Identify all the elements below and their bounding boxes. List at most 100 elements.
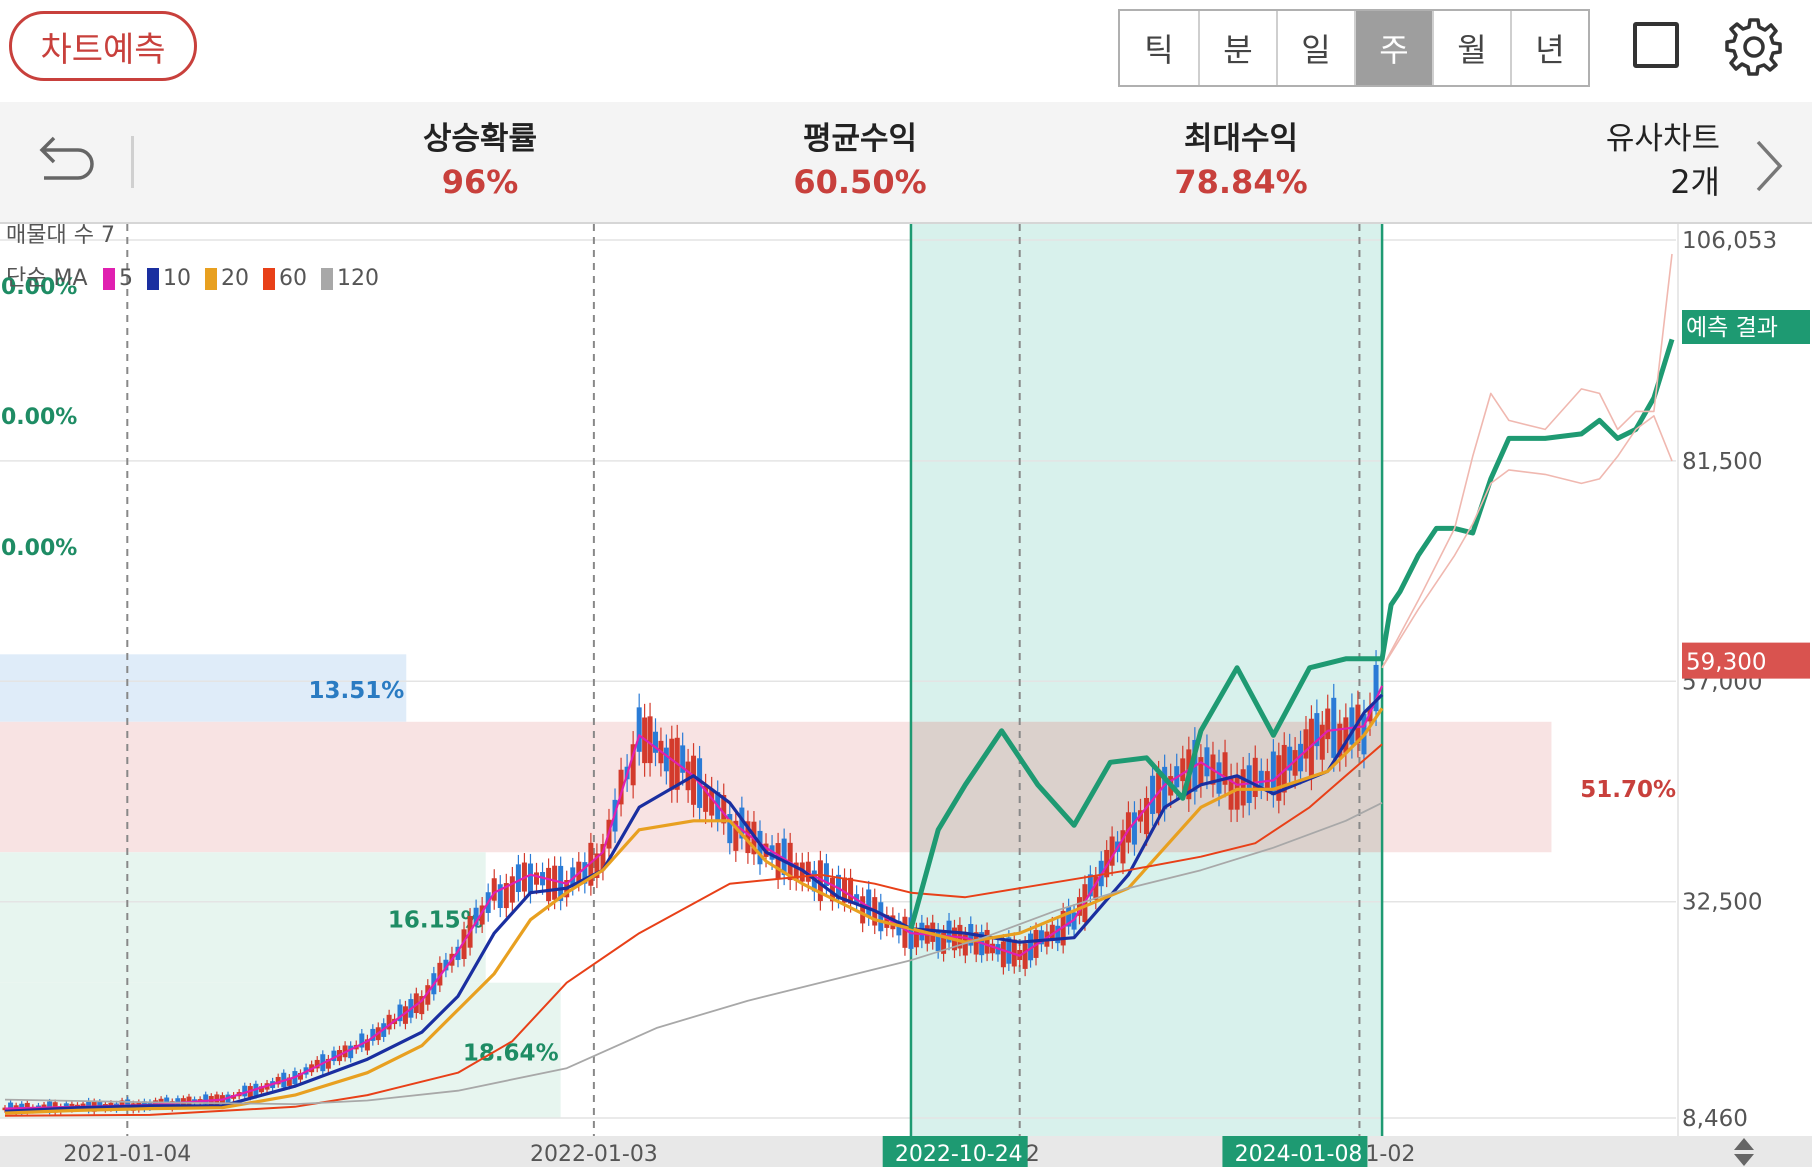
candle-body (973, 932, 979, 955)
similar-charts[interactable]: 유사차트 2개 (1560, 118, 1720, 204)
candle-body (491, 878, 497, 901)
candle-body (941, 932, 947, 954)
rise-probability-value: 96% (441, 163, 519, 201)
prediction-line (908, 338, 1675, 930)
gear-icon[interactable] (1724, 16, 1784, 76)
period-tab-month[interactable]: 월 (1432, 11, 1510, 85)
candle-body (636, 707, 642, 752)
candle-body (1281, 744, 1287, 793)
candle-body (364, 1039, 370, 1051)
candle-body (473, 907, 479, 926)
candle-body (618, 769, 624, 805)
candle-body (727, 814, 733, 844)
candle-body (413, 993, 419, 1014)
candle-body (848, 877, 854, 904)
candle-body (691, 755, 697, 805)
period-tab-week[interactable]: 주 (1354, 11, 1432, 85)
candle-body (805, 861, 811, 882)
candle-body (503, 883, 509, 909)
period-tab-day[interactable]: 일 (1276, 11, 1354, 85)
volume-profile-bar (0, 654, 407, 722)
candle-body (443, 959, 449, 971)
candle-body (314, 1059, 320, 1069)
period-tab-minute[interactable]: 분 (1198, 11, 1276, 85)
candle-body (1287, 746, 1293, 771)
y-tick-label: 8,460 (1682, 1106, 1748, 1132)
volume-profile-bar (0, 982, 561, 1118)
x-tick-label: 2022-10-24 (895, 1142, 1023, 1167)
candle-body (509, 876, 515, 903)
candle-body (1222, 752, 1228, 785)
candle-body (913, 930, 919, 948)
candle-body (647, 716, 653, 764)
ma-legend-period: 60 (279, 266, 307, 291)
candle-body (709, 788, 715, 816)
candle-body (97, 1101, 103, 1108)
volume-profile-label: 13.51% (308, 678, 404, 704)
candle-body (1198, 757, 1204, 785)
ma-legend-swatch (147, 268, 159, 290)
resize-handle-icon (1734, 1138, 1754, 1166)
period-selector: 틱 분 일 주 월 년 (1118, 9, 1590, 87)
ma-legend-period: 120 (337, 266, 379, 291)
candle-body (258, 1086, 264, 1093)
candle-body (558, 865, 564, 901)
candle-body (286, 1077, 292, 1086)
ma10-line (4, 693, 1384, 1113)
x-tick-label-partial: 2 (1026, 1142, 1040, 1167)
candle-body (1331, 697, 1337, 758)
candle-body (866, 889, 872, 918)
candle-body (896, 920, 902, 936)
chart-area[interactable]: 13.51% 51.70% 16.15% 18.64% 0.00% 0.00% 0.00% 매… (0, 223, 1812, 1167)
chart-predict-button[interactable]: 차트예측 (9, 11, 197, 81)
candle-body (990, 943, 996, 954)
x-tick-label: 2024-01-08 (1235, 1142, 1363, 1167)
candle-body (1258, 770, 1264, 787)
ma60-line (4, 743, 1383, 1117)
candle-body (8, 1102, 14, 1111)
candle-body (793, 862, 799, 881)
candle-body (402, 1006, 408, 1024)
max-return-value: 78.84% (1174, 163, 1308, 201)
candle-body (1144, 797, 1150, 835)
ma-legend-swatch (263, 268, 275, 290)
period-tab-tick[interactable]: 틱 (1144, 31, 1174, 69)
ma-legend-swatch (321, 268, 333, 290)
candle-body (685, 761, 691, 791)
max-return-label: 최대수익 (1183, 121, 1299, 157)
period-tab-year[interactable]: 년 (1510, 11, 1588, 85)
candle-body (1066, 906, 1072, 927)
square-icon[interactable] (1633, 22, 1679, 68)
ma-legend-swatch (103, 268, 115, 290)
ma-legend-period: 5 (119, 266, 133, 291)
similar-charts-count: 2개 (1670, 163, 1720, 201)
volume-profile-label: 18.64% (463, 1040, 559, 1066)
candle-body (1349, 707, 1355, 745)
candle-body (534, 872, 540, 885)
price-chart[interactable]: 13.51%51.70%16.15%18.64%0.00%0.00%0.00%매… (0, 223, 1812, 1167)
candle-body (1162, 766, 1168, 810)
candle-body (739, 807, 745, 839)
volume-profile-label: 51.70% (1580, 777, 1676, 803)
candle-body (1131, 812, 1137, 845)
candle-body (1120, 830, 1126, 864)
candle-body (775, 843, 781, 879)
candle-body (455, 946, 461, 960)
candle-body (386, 1014, 392, 1030)
candle-body (594, 853, 600, 878)
candle-body (1216, 762, 1222, 794)
candle-body (331, 1050, 337, 1062)
candle-body (397, 1004, 403, 1022)
candle-body (745, 821, 751, 854)
candle-body (348, 1045, 354, 1059)
y-tick-label: 106,053 (1682, 228, 1777, 254)
candle-body (370, 1028, 376, 1041)
undo-arrow-icon[interactable] (36, 132, 96, 192)
current-price-label: 59,300 (1686, 650, 1766, 676)
candle-body (325, 1058, 331, 1069)
chevron-right-icon[interactable] (1748, 136, 1788, 196)
ma-legend-period: 20 (221, 266, 249, 291)
candle-body (225, 1094, 231, 1104)
candle-body (984, 929, 990, 954)
candle-body (1028, 933, 1034, 961)
